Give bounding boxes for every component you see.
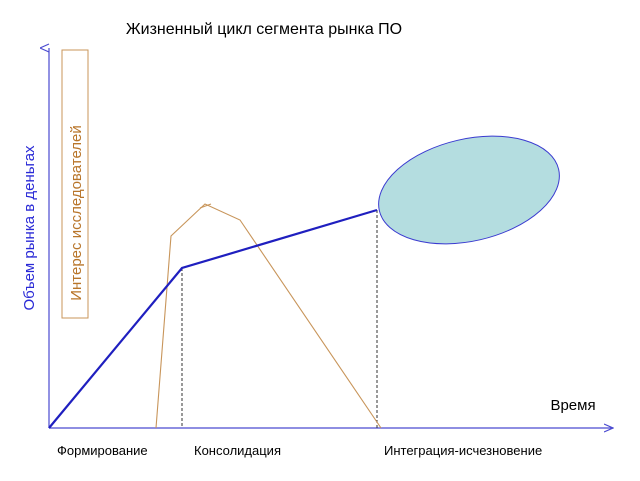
researcher-interest-curve [155, 203, 382, 429]
researcher-interest-peak-tick [199, 203, 212, 209]
phase-label-integration: Интеграция-исчезновение [384, 443, 542, 458]
x-axis-label: Время [550, 397, 595, 414]
market-volume-line [48, 208, 378, 429]
researcher-interest-box [61, 49, 89, 319]
researcher-interest-label: Интерес исследователей [68, 125, 85, 301]
integration-ellipse [378, 135, 560, 245]
phase-label-consolidation: Консолидация [194, 443, 281, 458]
diagram-title: Жизненный цикл сегмента рынка ПО [126, 21, 402, 38]
y-axis-label: Объем рынка в деньгах [21, 145, 38, 311]
phase-label-formation: Формирование [57, 443, 148, 458]
